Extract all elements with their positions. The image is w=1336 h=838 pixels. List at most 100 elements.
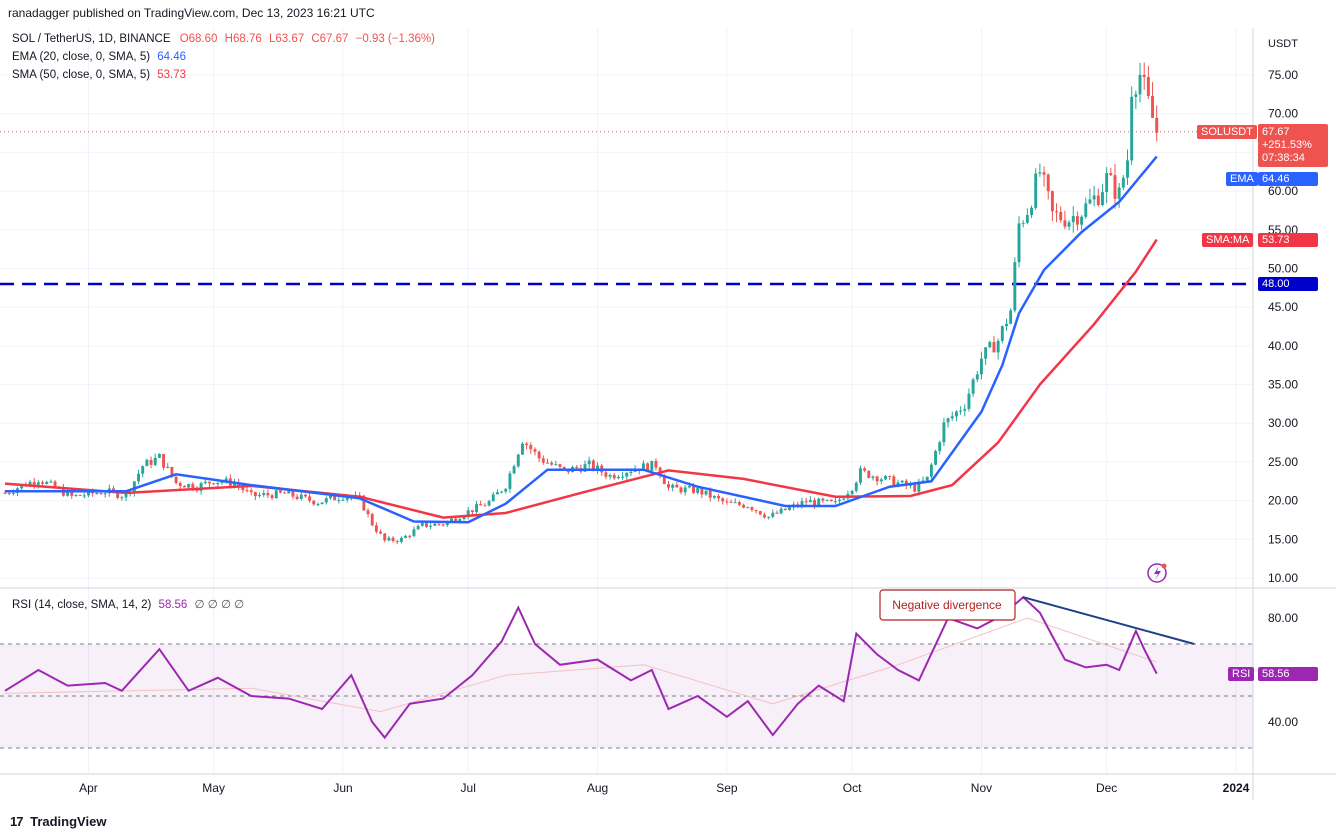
candle [746,506,750,509]
candle [963,404,967,417]
candle [1005,318,1008,331]
candle [379,529,383,535]
candle [1042,166,1046,187]
candle [49,479,53,483]
lightning-icon[interactable] [1147,563,1167,583]
rsi-value-tag: 58.56 [1258,667,1318,681]
candle [370,512,374,527]
x-tick-label: Jun [333,781,352,795]
candle [312,500,316,507]
candle [500,491,504,494]
candle [763,512,766,519]
candle [1063,210,1067,230]
candle [1038,163,1042,177]
axes: 10.00 15.00 20.00 25.00 30.00 35.00 40.00 45.00… [0,28,1336,800]
candle [1080,215,1084,230]
price-tick-label: 20.00 [1268,494,1298,508]
candle [1067,220,1071,231]
candle [1134,90,1138,109]
candle [166,463,170,469]
candle [1155,105,1159,142]
candle [529,442,533,454]
candle [1113,164,1117,209]
candle [1130,86,1134,165]
rsi-tag: RSI [1228,667,1255,681]
candle [203,478,207,485]
candle [441,523,445,527]
annotation-text: Negative divergence [892,598,1002,612]
candle [291,490,295,500]
candle [550,460,554,466]
candle [483,503,487,507]
candle [283,491,287,494]
candle [512,464,516,474]
candle [1034,168,1038,210]
candle [262,489,266,497]
rsi-legend: RSI (14, close, SMA, 14, 2) 58.56 ∅ ∅ ∅ … [12,597,244,611]
brand-label: TradingView [30,814,107,829]
x-tick-label: Aug [587,781,608,795]
candle [1105,167,1109,204]
candle [1151,82,1155,119]
candle [858,465,862,485]
candle [182,485,186,488]
candle [871,475,875,481]
candle [942,417,946,447]
candle [508,471,512,493]
candle [825,499,829,502]
candle [779,506,783,515]
candle [320,502,324,505]
candle [546,458,549,464]
currency-label[interactable]: USDT [1268,38,1298,50]
candle [754,509,758,514]
candle [558,463,562,470]
last-price: 67.67 [1262,126,1290,138]
candle [934,449,938,466]
candle [929,463,933,481]
candle [145,458,149,467]
rsi-tick-label: 40.00 [1268,715,1298,729]
candle [1088,188,1092,205]
candle [520,441,524,456]
price-tick-label: 40.00 [1268,339,1298,353]
candle [495,489,499,495]
candle [938,440,942,455]
candle [212,482,216,485]
grid-lines [0,28,1253,774]
candle [1059,206,1063,223]
candle [621,472,625,480]
candle [554,460,558,466]
rsi-guide-lines [0,643,1253,749]
candle [504,487,508,494]
candle [1046,173,1050,200]
countdown: 07:38:34 [1262,152,1305,164]
candle [174,476,178,485]
candle [750,506,754,512]
rsi-legend-extras: ∅ ∅ ∅ ∅ [194,599,245,611]
candle [775,510,779,514]
candle [1146,65,1150,100]
ema-tag: EMA [1226,172,1258,186]
candle [650,460,654,471]
candle [696,486,700,495]
candle [875,475,879,486]
candle [266,489,270,499]
candle [383,533,387,543]
symbol-label: SOL / TetherUS, 1D, BINANCE [12,33,171,45]
candle [679,486,683,495]
price-tick-label: 70.00 [1268,107,1298,121]
tradingview-footer[interactable]: 17 TradingView [10,814,106,829]
rsi-sma-line [4,617,1157,713]
candle [366,508,370,518]
candle [153,453,157,466]
candle [721,497,725,505]
candle [996,338,1000,360]
ema-legend-label: EMA (20, close, 0, SMA, 5) [12,51,151,63]
candle [412,526,416,538]
price-tick-label: 75.00 [1268,68,1298,82]
price-tick-label: 45.00 [1268,300,1298,314]
candle [1096,188,1100,207]
x-tick-label: May [202,781,225,795]
x-tick-label: Jul [461,781,476,795]
candle [625,471,629,481]
